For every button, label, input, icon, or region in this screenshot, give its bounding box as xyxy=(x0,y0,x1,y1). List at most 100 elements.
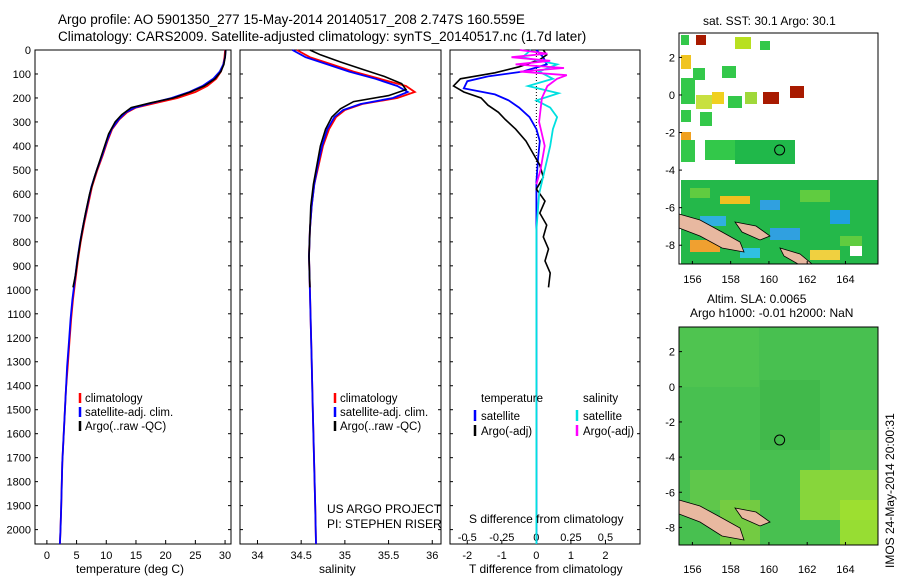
sla-lon-tick-label: 162 xyxy=(798,564,816,576)
depth-tick-label: 500 xyxy=(13,165,31,177)
sst-pixel-block xyxy=(810,250,840,260)
legend-label: satellite-adj. clim. xyxy=(340,407,428,419)
temperature-tick-label: 30 xyxy=(219,550,231,562)
legend-title-temperature: temperature xyxy=(481,393,543,405)
sst-pixel-block xyxy=(840,236,862,246)
sst-pixel-block xyxy=(763,92,779,104)
depth-tick-label: 1900 xyxy=(7,501,31,513)
argo-position-marker xyxy=(774,434,786,446)
legend-label: climatology xyxy=(85,393,143,405)
sla-lon-tick-label: 158 xyxy=(721,564,739,576)
s-diff-xlabel: S difference from climatology xyxy=(469,512,624,526)
salinity-tick-label: 34 xyxy=(251,550,263,562)
sla-pixel-block xyxy=(760,380,820,450)
series-difference_profile-temperature-argo-adj- xyxy=(452,49,552,288)
legend-label: Argo(..raw -QC) xyxy=(340,421,421,433)
sla-lat-tick-label: 2 xyxy=(669,347,675,359)
depth-tick-label: 300 xyxy=(13,117,31,129)
series-difference_profile-temperature-satellite xyxy=(462,49,548,544)
sst-pixel-block xyxy=(690,188,710,198)
sla-map-title-1: Altim. SLA: 0.0065 xyxy=(707,292,807,306)
depth-tick-label: 100 xyxy=(13,69,31,81)
sst-pixel-block xyxy=(760,200,780,210)
depth-tick-label: 200 xyxy=(13,93,31,105)
sla-lon-tick-label: 156 xyxy=(683,564,701,576)
depth-tick-label: 400 xyxy=(13,141,31,153)
depth-tick-label: 1000 xyxy=(7,285,31,297)
sst-lat-tick-label: 2 xyxy=(669,52,675,64)
sst-pixel-block xyxy=(830,210,850,224)
t-diff-tick-label: -2 xyxy=(462,550,472,562)
sst-pixel-block xyxy=(681,110,691,122)
series-temperature_profile-climatology xyxy=(59,49,226,545)
coastline-shape xyxy=(734,507,771,527)
depth-tick-label: 0 xyxy=(25,45,31,57)
sla-pixel-block xyxy=(840,500,878,545)
sst-lat-tick-label: -2 xyxy=(665,128,675,140)
header-line2: Climatology: CARS2009. Satellite-adjuste… xyxy=(58,29,587,44)
sst-map-frame xyxy=(678,32,879,265)
sst-pixel-block xyxy=(693,68,705,80)
sst-map-title: sat. SST: 30.1 Argo: 30.1 xyxy=(703,14,836,28)
series-difference_profile-salinity-argo-adj- xyxy=(511,49,568,185)
salinity-xlabel: salinity xyxy=(319,562,356,576)
sst-pixel-block xyxy=(800,190,830,202)
t-diff-tick-label: 1 xyxy=(568,550,574,562)
series-salinity_profile-argo-raw-qc- xyxy=(308,49,408,288)
sla-lon-tick-label: 160 xyxy=(760,564,778,576)
plot-frame-difference_profile xyxy=(449,49,641,545)
sst-pixel-block xyxy=(728,96,742,108)
sst-pixel-block xyxy=(681,132,691,140)
coastline-shape xyxy=(678,213,745,253)
legend-label: Argo(-adj) xyxy=(583,426,634,438)
sst-pixel-block xyxy=(696,95,712,109)
sst-lat-tick-label: 0 xyxy=(669,90,675,102)
depth-tick-label: 1200 xyxy=(7,333,31,345)
temperature-tick-label: 20 xyxy=(160,550,172,562)
sst-pixel-block xyxy=(720,196,750,204)
pi-label: PI: STEPHEN RISER xyxy=(327,517,442,531)
legend-title-salinity: salinity xyxy=(583,393,618,405)
sst-pixel-block xyxy=(681,78,695,104)
sst-pixel-block xyxy=(740,248,760,258)
depth-tick-label: 2000 xyxy=(7,525,31,537)
depth-tick-label: 600 xyxy=(13,189,31,201)
salinity-tick-label: 34.5 xyxy=(290,550,311,562)
t-diff-tick-label: 0 xyxy=(533,550,539,562)
sst-pixel-block xyxy=(760,41,770,50)
imos-stamp: IMOS 24-May-2014 20:00:31 xyxy=(883,413,897,568)
s-diff-tick-label: 0.25 xyxy=(560,532,581,544)
depth-tick-label: 1100 xyxy=(7,309,31,321)
sst-pixel-block xyxy=(705,140,735,160)
sst-pixel-block xyxy=(696,35,706,45)
depth-tick-label: 1300 xyxy=(7,357,31,369)
t-diff-tick-label: 2 xyxy=(602,550,608,562)
sla-map-frame xyxy=(678,326,879,546)
legend-label: satellite-adj. clim. xyxy=(85,407,173,419)
sla-lat-tick-label: -6 xyxy=(665,487,675,499)
legend-label: Argo(-adj) xyxy=(481,426,532,438)
salinity-tick-label: 35.5 xyxy=(378,550,399,562)
sst-lat-tick-label: -8 xyxy=(665,240,675,252)
sst-pixel-block xyxy=(722,66,736,78)
depth-tick-label: 1600 xyxy=(7,429,31,441)
depth-tick-label: 1700 xyxy=(7,453,31,465)
depth-tick-label: 800 xyxy=(13,237,31,249)
sst-lat-tick-label: -4 xyxy=(665,165,675,177)
temperature-xlabel: temperature (deg C) xyxy=(76,562,185,576)
t-diff-tick-label: -1 xyxy=(497,550,507,562)
legend-label: climatology xyxy=(340,393,398,405)
legend-label: Argo(..raw -QC) xyxy=(85,421,166,433)
sla-pixel-block xyxy=(679,327,759,387)
sst-pixel-block xyxy=(770,228,800,240)
depth-tick-label: 1800 xyxy=(7,477,31,489)
plot-frame-temperature_profile xyxy=(34,49,232,545)
legend-label: satellite xyxy=(583,411,622,423)
sla-lat-tick-label: -2 xyxy=(665,417,675,429)
plot-frame-salinity_profile xyxy=(239,49,442,545)
temperature-tick-label: 10 xyxy=(100,550,112,562)
sla-lat-tick-label: -8 xyxy=(665,522,675,534)
depth-tick-label: 1500 xyxy=(7,405,31,417)
sst-pixel-block xyxy=(790,86,804,98)
